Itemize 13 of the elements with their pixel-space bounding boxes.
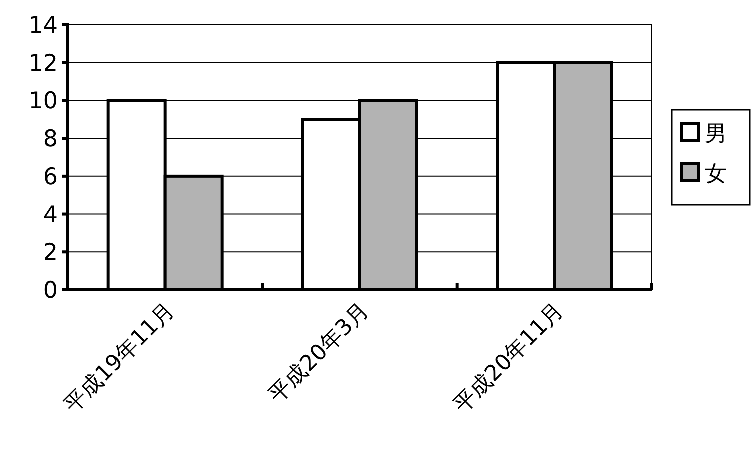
x-tick-label: 平成19年11月 [60, 298, 180, 418]
legend-label: 男 [705, 122, 727, 147]
y-tick-label: 2 [43, 240, 58, 266]
y-tick-label: 8 [43, 126, 58, 153]
y-tick-label: 6 [43, 164, 58, 190]
y-tick-label: 4 [43, 202, 58, 228]
y-tick-label: 0 [43, 278, 58, 304]
x-tick-label: 平成20年11月 [449, 298, 569, 418]
y-tick-label: 12 [28, 50, 58, 77]
y-tick-label: 14 [28, 13, 58, 39]
x-tick-label: 平成20年3月 [264, 298, 374, 408]
y-tick-label: 10 [28, 88, 58, 115]
legend-label: 女 [705, 162, 727, 187]
